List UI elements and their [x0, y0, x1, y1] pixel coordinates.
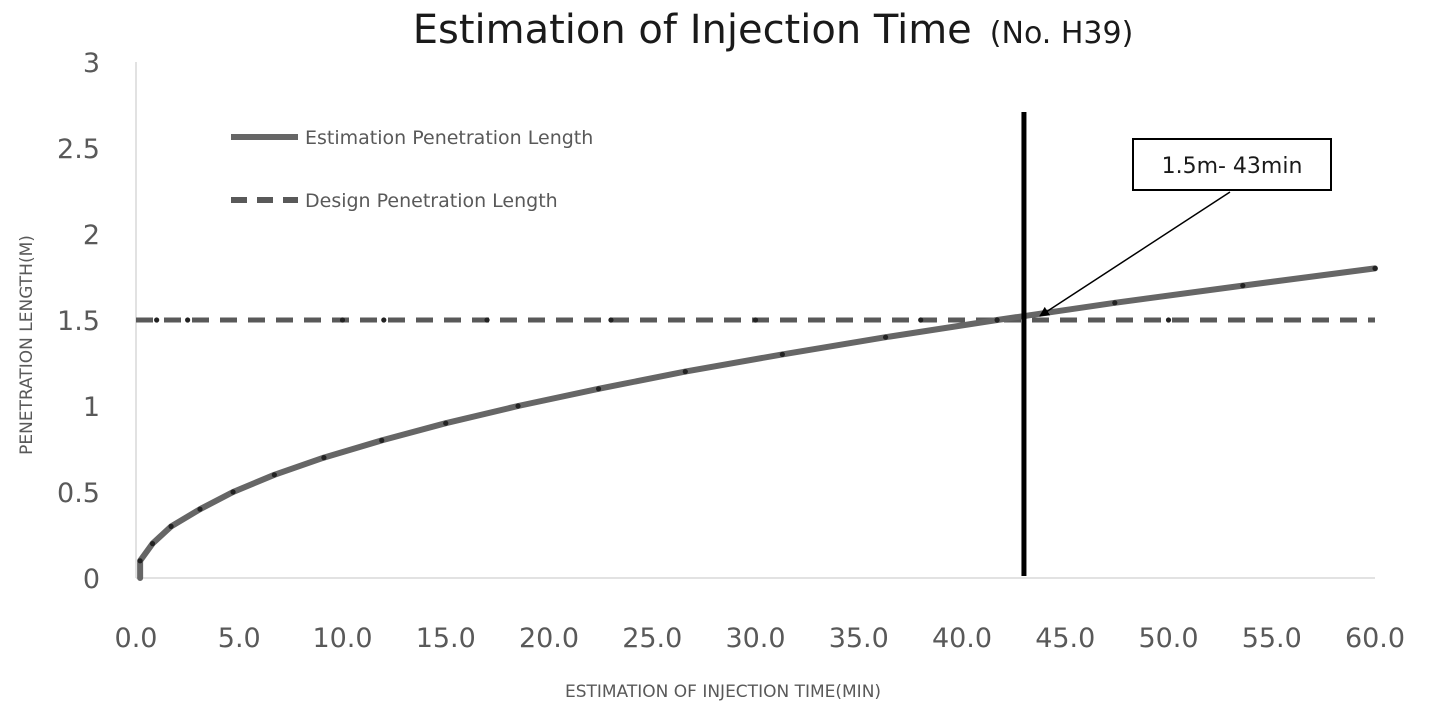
- y-tick-label: 3: [83, 48, 100, 79]
- series-estimation-marker: [271, 472, 277, 478]
- series-estimation-marker: [168, 523, 174, 530]
- x-tick-label: 60.0: [1345, 623, 1405, 654]
- series-estimation-marker: [197, 506, 203, 512]
- x-tick-label: 15.0: [416, 623, 476, 654]
- series-layer: [136, 112, 1378, 581]
- legend-label-design: Design Penetration Length: [305, 190, 558, 212]
- series-estimation-marker: [149, 541, 156, 547]
- x-tick-label: 45.0: [1035, 623, 1095, 654]
- series-design-marker: [154, 317, 160, 323]
- series-estimation-marker: [1372, 265, 1378, 271]
- legend-label-estimation: Estimation Penetration Length: [305, 127, 593, 149]
- y-axis-title: PENETRATION LENGTH(M): [17, 235, 37, 455]
- series-estimation-marker: [1112, 300, 1118, 306]
- y-tick-label: 2: [83, 220, 100, 251]
- x-axis-title: ESTIMATION OF INJECTION TIME(MIN): [565, 682, 881, 702]
- series-estimation-marker: [779, 351, 785, 357]
- series-design-marker: [752, 317, 759, 323]
- x-tick-label: 5.0: [218, 623, 261, 654]
- x-tick-labels: 0.0 5.0 10.0 15.0 20.0 25.0 30.0 35.0 40.0 45.0 50…: [115, 623, 1406, 654]
- legend: Estimation Penetration Length Design Pen…: [231, 127, 593, 212]
- x-tick-label: 30.0: [725, 623, 785, 654]
- y-tick-label: 0.5: [57, 478, 100, 509]
- series-estimation-marker: [515, 403, 521, 409]
- x-tick-label: 50.0: [1138, 623, 1198, 654]
- series-design-marker: [381, 317, 387, 323]
- series-design-marker: [484, 317, 490, 323]
- chart-subtitle: (No. H39): [990, 16, 1133, 51]
- series-design-marker: [918, 317, 924, 323]
- series-estimation-marker: [882, 334, 889, 340]
- y-tick-label: 2.5: [57, 134, 100, 165]
- series-estimation-marker: [682, 369, 688, 375]
- series-estimation-marker: [595, 386, 602, 392]
- x-tick-label: 25.0: [622, 623, 682, 654]
- series-estimation-marker: [137, 558, 143, 564]
- series-design-marker: [608, 317, 614, 323]
- y-tick-label: 1.5: [57, 306, 100, 337]
- y-tick-label: 1: [83, 392, 100, 423]
- series-estimation-marker: [321, 455, 327, 461]
- y-tick-labels: 0 0.5 1 1.5 2 2.5 3: [57, 48, 100, 595]
- chart-title: Estimation of Injection Time (No. H39): [413, 7, 1134, 53]
- series-estimation-marker: [443, 420, 449, 426]
- x-tick-label: 0.0: [115, 623, 158, 654]
- x-tick-label: 35.0: [829, 623, 889, 654]
- series-estimation-marker: [1240, 283, 1246, 289]
- series-design-marker: [339, 317, 346, 323]
- annotation: 1.5m- 43min: [1039, 138, 1332, 317]
- series-design-marker: [1165, 317, 1172, 323]
- x-tick-label: 10.0: [312, 623, 372, 654]
- series-design-marker: [185, 317, 191, 323]
- x-tick-label: 55.0: [1242, 623, 1302, 654]
- y-tick-label: 0: [83, 564, 100, 595]
- annotation-box: [1132, 138, 1332, 191]
- annotation-arrow: [1039, 191, 1231, 317]
- series-estimation-line: [137, 265, 1378, 581]
- annotation-text: 1.5m- 43min: [1162, 154, 1303, 179]
- series-estimation-marker: [230, 489, 236, 495]
- x-tick-label: 40.0: [932, 623, 992, 654]
- chart-title-main: Estimation of Injection Time: [413, 7, 972, 53]
- series-estimation-marker: [379, 437, 385, 443]
- x-tick-label: 20.0: [519, 623, 579, 654]
- series-estimation-marker: [994, 317, 1000, 323]
